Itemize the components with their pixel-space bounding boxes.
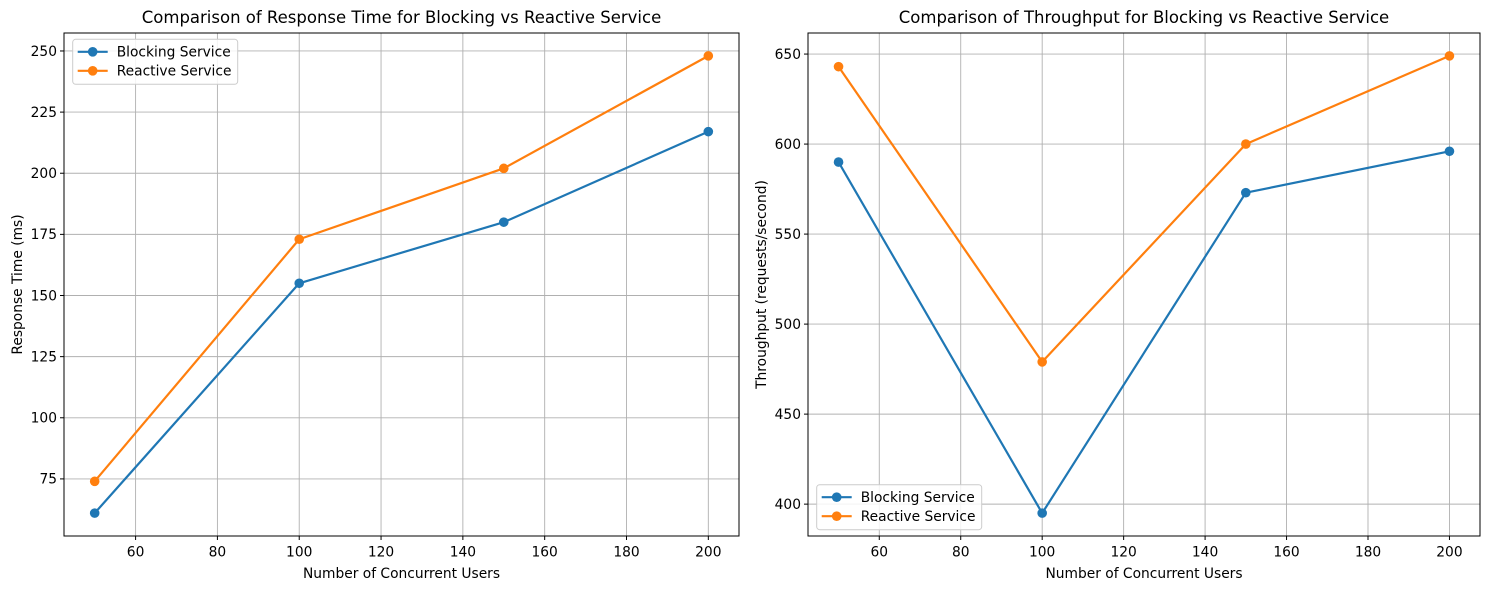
y-tick-label: 150: [31, 288, 57, 304]
legend-label: Blocking Service: [117, 45, 231, 61]
y-tick-label: 75: [39, 472, 57, 488]
y-tick-label: 500: [775, 317, 801, 333]
data-point-marker: [1241, 139, 1251, 149]
series-reactive-service: [89, 51, 714, 487]
y-tick-label: 400: [775, 497, 801, 513]
data-point-marker: [1037, 357, 1047, 367]
y-tick-label: 250: [31, 44, 57, 60]
series-line: [837, 150, 1451, 515]
data-point-marker: [703, 126, 714, 137]
response-chart-ylabel: Response Time (ms): [10, 214, 26, 354]
data-point-marker: [89, 508, 100, 518]
data-point-marker: [833, 157, 844, 167]
data-point-marker: [703, 51, 714, 61]
y-tick-label: 225: [31, 105, 57, 121]
y-tick-label: 200: [31, 166, 57, 182]
x-tick-label: 80: [209, 545, 227, 561]
y-tick-label: 175: [31, 227, 57, 243]
axes-border: [63, 32, 740, 537]
series-line: [837, 54, 1451, 364]
throughput-chart-ylabel: Throughput (requests/second): [754, 180, 770, 390]
y-tick-label: 450: [775, 407, 801, 423]
x-tick-label: 60: [127, 545, 145, 561]
x-tick-label: 200: [695, 545, 721, 561]
series-line: [93, 54, 710, 483]
data-point-marker: [294, 234, 305, 245]
data-point-marker: [498, 163, 509, 174]
y-tick-label: 100: [31, 411, 57, 427]
series-blocking-service: [89, 126, 714, 518]
x-tick-label: 60: [870, 545, 888, 561]
x-tick-label: 120: [1110, 545, 1136, 561]
response-chart-title: Comparison of Response Time for Blocking…: [142, 8, 661, 27]
legend-box: [816, 484, 983, 531]
x-tick-label: 160: [1273, 545, 1299, 561]
legend-marker: [831, 492, 842, 503]
grid: [808, 33, 1480, 536]
y-tick-label: 650: [775, 47, 801, 63]
data-point-marker: [498, 217, 509, 227]
y-tick-label: 550: [775, 227, 801, 243]
legend-label: Reactive Service: [861, 509, 976, 525]
x-tick-label: 140: [450, 545, 476, 561]
response-time-chart: 60 80 100 120 140 160 180 200 75 100 125 150 175 200 2…: [31, 32, 740, 561]
series-blocking-service: [833, 146, 1455, 518]
grid: [64, 33, 739, 536]
series-line: [93, 130, 710, 515]
throughput-chart-title: Comparison of Throughput for Blocking vs…: [899, 8, 1389, 27]
x-tick-label: 160: [532, 545, 558, 561]
data-point-marker: [833, 61, 844, 72]
x-tick-label: 120: [368, 545, 394, 561]
throughput-chart: 60 80 100 120 140 160 180 200 400 450 500 550 600 650…: [775, 32, 1481, 561]
x-tick-label: 140: [1192, 545, 1218, 561]
x-tick-label: 100: [286, 545, 312, 561]
legend: Blocking Service Reactive Service: [72, 38, 239, 85]
data-point-marker: [1241, 187, 1251, 198]
axis-ticks: 60 80 100 120 140 160 180 200 400 450 500 550 600 650: [775, 47, 1463, 561]
legend-box: [72, 38, 239, 85]
legend-label: Blocking Service: [861, 490, 975, 506]
series-reactive-service: [833, 51, 1455, 367]
axis-ticks: 60 80 100 120 140 160 180 200 75 100 125 150 175 200 2…: [31, 44, 722, 561]
x-tick-label: 80: [952, 545, 970, 561]
data-point-marker: [89, 476, 100, 487]
throughput-chart-xlabel: Number of Concurrent Users: [1045, 566, 1242, 582]
y-tick-label: 600: [775, 137, 801, 153]
x-tick-label: 180: [1355, 545, 1381, 561]
data-point-marker: [294, 278, 305, 289]
data-point-marker: [1444, 146, 1455, 157]
legend-label: Reactive Service: [117, 64, 232, 80]
data-point-marker: [1037, 508, 1047, 518]
x-tick-label: 100: [1029, 545, 1055, 561]
x-tick-label: 180: [613, 545, 639, 561]
y-tick-label: 125: [31, 349, 57, 365]
legend-marker: [831, 511, 842, 521]
axes-border: [807, 32, 1481, 537]
legend: Blocking Service Reactive Service: [816, 484, 983, 531]
response-chart-xlabel: Number of Concurrent Users: [303, 566, 500, 582]
x-tick-label: 200: [1436, 545, 1462, 561]
legend-marker: [87, 66, 98, 76]
legend-marker: [87, 47, 98, 57]
data-point-marker: [1444, 51, 1455, 61]
